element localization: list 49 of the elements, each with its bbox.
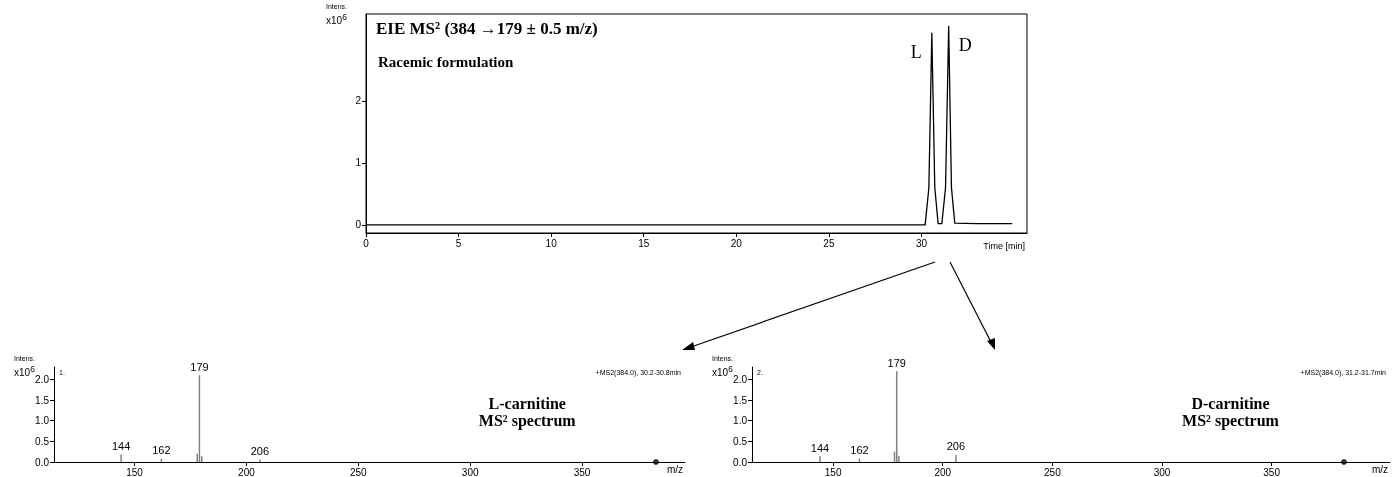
chart-title: EIE MS² (384 →179 ± 0.5 m/z) [376,19,598,38]
y-tick-label: 0.0 [733,456,748,468]
annotation: D [958,35,972,56]
text: MS² spectrum [1182,411,1280,430]
annotation: 206 [946,440,966,453]
annotation: 144 [810,441,830,454]
x-tick-label: 200 [238,466,256,477]
text: L-carnitine [488,394,566,412]
y-tick-label: 2.0 [733,373,748,385]
annotation: 144 [111,440,131,453]
y-tick-label: 1 [355,157,362,169]
y-tick-label: 1.5 [733,394,748,406]
x-tick-label: 0 [363,237,370,249]
annotation: 179 [190,360,209,373]
x-tick-label: 300 [1153,466,1171,477]
y-tick-label: 2 [355,95,362,107]
y-tick-label: 2.0 [35,373,50,385]
text: MS² spectrum [478,411,577,430]
y-tick-label: 1.0 [733,415,748,427]
x-tick-label: 350 [1263,466,1281,477]
text: Racemic formulation [378,53,515,70]
x-tick-label: 5 [455,237,462,249]
x-tick-label: 350 [573,466,591,477]
x-tick-label: 20 [730,237,743,249]
annotation: 179 [887,356,906,369]
y-tick-label: 1.0 [35,415,50,427]
y-tick-label: 0.0 [35,456,50,468]
annotation: 162 [152,444,171,457]
text: D-carnitine [1191,394,1270,412]
x-tick-label: 250 [1044,466,1062,477]
x-axis-title: Time [min] [983,240,1025,251]
x-axis-title: m/z [1371,463,1388,475]
x-tick-label: 250 [349,466,368,477]
annotation: 206 [250,445,270,458]
x-tick-label: 150 [824,466,842,477]
x-tick-label: 300 [461,466,479,477]
x-tick-label: 30 [915,237,928,249]
x-axis-title: m/z [666,463,683,475]
x-tick-label: 25 [823,237,835,249]
y-tick-label: 0.5 [35,435,50,447]
y-tick-label: 0.5 [733,435,748,447]
annotation: 162 [850,444,869,457]
x-tick-label: 200 [934,466,952,477]
annotation: L [910,42,922,63]
x-tick-label: 10 [545,237,558,249]
x-tick-label: 150 [126,466,144,477]
x-tick-label: 15 [638,237,650,249]
y-tick-label: 0 [355,219,362,231]
y-tick-label: 1.5 [35,394,50,406]
